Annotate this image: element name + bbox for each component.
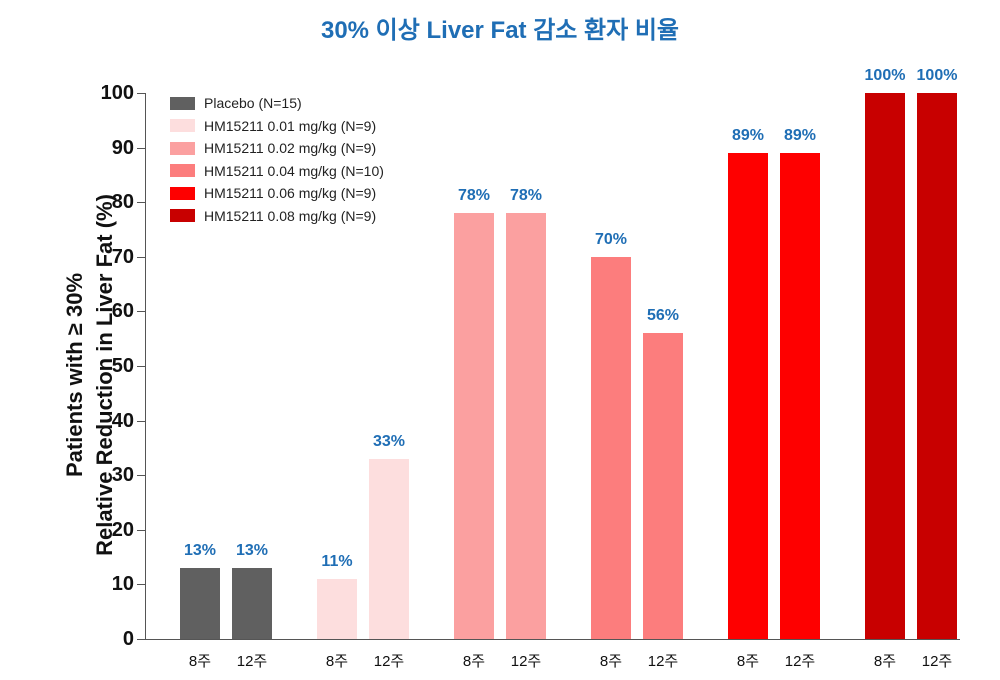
legend-swatch — [170, 141, 195, 155]
x-tick-label: 12주 — [236, 653, 268, 670]
bar-value-label: 11% — [321, 552, 353, 570]
y-tick-mark — [137, 93, 145, 94]
y-tick-label: 40 — [111, 409, 134, 432]
y-tick-mark — [137, 529, 145, 531]
legend-item: Placebo (N=15) — [170, 92, 384, 115]
bar-value-label: 78% — [509, 187, 543, 205]
legend-swatch — [170, 119, 195, 133]
legend-label: HM15211 0.01 mg/kg (N=9) — [204, 117, 377, 134]
bar — [232, 568, 272, 639]
bar — [369, 458, 409, 639]
legend-label: HM15211 0.02 mg/kg (N=9) — [204, 140, 377, 157]
y-tick-mark — [137, 366, 145, 367]
bar — [728, 153, 768, 639]
bar-value-label: 70% — [594, 230, 628, 248]
bar-value-label: 100% — [864, 67, 906, 84]
y-tick-mark — [137, 420, 145, 422]
bar — [865, 93, 905, 639]
x-tick-label: 12주 — [373, 653, 405, 670]
y-tick-label: 70 — [111, 245, 134, 268]
y-tick-label: 60 — [111, 300, 134, 323]
x-tick-label: 12주 — [921, 653, 953, 670]
x-tick-label: 12주 — [510, 653, 542, 670]
bar-value-label: 89% — [731, 127, 765, 145]
y-tick-mark — [137, 256, 145, 258]
legend-item: HM15211 0.01 mg/kg (N=9) — [170, 115, 384, 138]
bar — [506, 213, 546, 639]
bar-value-label: 56% — [646, 307, 680, 325]
legend-label: HM15211 0.04 mg/kg (N=10) — [204, 162, 384, 179]
legend-swatch — [170, 209, 195, 223]
bar-value-label: 100% — [916, 67, 958, 84]
legend-label: HM15211 0.06 mg/kg (N=9) — [204, 185, 377, 202]
y-tick-label: 10 — [111, 573, 134, 596]
bar-value-label: 33% — [372, 432, 406, 450]
bar — [591, 256, 631, 639]
x-tick-label: 12주 — [647, 653, 679, 670]
x-tick-label: 8주 — [873, 653, 897, 670]
y-tick-mark — [137, 584, 145, 586]
bar — [180, 568, 220, 639]
x-tick-label: 8주 — [462, 653, 486, 670]
bar-value-label: 13% — [183, 542, 217, 560]
legend-swatch — [170, 164, 195, 178]
y-tick-label: 80 — [111, 191, 134, 214]
bar-value-label: 89% — [783, 127, 817, 145]
legend-swatch — [170, 96, 195, 110]
y-tick-mark — [137, 202, 145, 204]
x-tick-label: 8주 — [599, 653, 623, 670]
bar-value-label: 78% — [457, 187, 491, 205]
legend: Placebo (N=15) HM15211 0.01 mg/kg (N=9) HM… — [170, 92, 384, 227]
bar — [643, 333, 683, 639]
y-tick-mark — [137, 639, 145, 640]
y-tick-mark — [137, 147, 145, 149]
y-tick-label: 20 — [111, 518, 134, 541]
legend-item: HM15211 0.02 mg/kg (N=9) — [170, 137, 384, 160]
x-tick-label: 8주 — [325, 653, 349, 670]
legend-label: Placebo (N=15) — [204, 95, 302, 112]
y-tick-label: 30 — [111, 464, 134, 487]
y-tick-label: 0 — [122, 628, 134, 650]
x-tick-label: 12주 — [784, 653, 816, 670]
bar-value-label: 13% — [235, 542, 269, 560]
x-tick-label: 8주 — [736, 653, 760, 670]
legend-item: HM15211 0.04 mg/kg (N=10) — [170, 160, 384, 183]
legend-label: HM15211 0.08 mg/kg (N=9) — [204, 207, 377, 224]
chart-title: 30% 이상 Liver Fat 감소 환자 비율 — [320, 17, 680, 44]
legend-swatch — [170, 186, 195, 200]
legend-item: HM15211 0.06 mg/kg (N=9) — [170, 182, 384, 205]
bar — [917, 93, 957, 639]
legend-item: HM15211 0.08 mg/kg (N=9) — [170, 205, 384, 228]
x-axis — [145, 639, 960, 640]
y-tick-mark — [137, 311, 145, 313]
y-tick-mark — [137, 475, 145, 477]
bar — [317, 578, 357, 639]
bar — [454, 213, 494, 639]
y-axis — [145, 93, 146, 639]
y-tick-label: 90 — [111, 136, 134, 159]
bar — [780, 153, 820, 639]
x-tick-label: 8주 — [188, 653, 212, 670]
y-tick-label: 50 — [111, 355, 134, 377]
y-tick-label: 100 — [100, 82, 134, 104]
